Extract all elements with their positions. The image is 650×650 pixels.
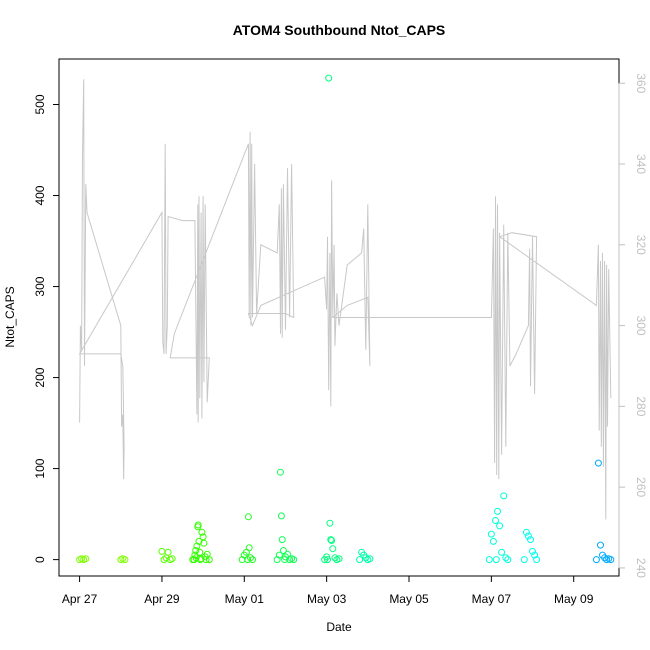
data-point	[195, 537, 203, 545]
data-point	[277, 468, 284, 476]
chart-title: ATOM4 Southbound Ntot_CAPS	[233, 22, 446, 38]
y2-tick-label: 300	[634, 316, 648, 336]
y2-tick-label: 260	[634, 477, 648, 497]
data-point	[192, 547, 200, 554]
data-point	[504, 556, 512, 564]
x-tick-label: Apr 27	[62, 592, 98, 606]
data-point	[362, 554, 370, 562]
data-point	[485, 556, 493, 564]
data-point	[158, 547, 166, 555]
data-point	[281, 556, 289, 564]
data-point	[121, 556, 129, 564]
data-point	[533, 556, 541, 564]
y-tick-label: 500	[33, 94, 47, 114]
data-point	[244, 513, 252, 521]
y-tick-label: 100	[33, 458, 47, 478]
data-point	[366, 555, 374, 563]
x-axis: Apr 27 Apr 29 May 01 May 03 May 05 May 07 May …	[62, 575, 594, 606]
data-point	[522, 528, 530, 536]
scatter-points-layer	[76, 74, 615, 564]
data-point	[327, 536, 335, 544]
x-tick-label: May 01	[225, 592, 265, 606]
x-tick-label: May 05	[389, 592, 429, 606]
data-point	[278, 536, 286, 544]
y-axis-label: Ntot_CAPS	[3, 286, 17, 347]
x-tick-label: May 09	[554, 592, 594, 606]
data-point	[290, 556, 298, 564]
data-point	[524, 532, 532, 540]
data-point	[194, 521, 202, 529]
data-point	[82, 555, 90, 563]
data-point	[498, 548, 506, 556]
data-point	[500, 492, 508, 500]
data-point	[244, 556, 252, 564]
data-point	[592, 556, 600, 564]
data-point	[279, 547, 287, 554]
data-point	[198, 528, 206, 536]
data-point	[326, 519, 334, 527]
data-point	[245, 544, 253, 552]
data-point	[205, 556, 213, 564]
y-tick-label: 200	[33, 367, 47, 387]
data-point	[331, 554, 339, 562]
data-point	[356, 556, 364, 564]
data-point	[531, 551, 539, 559]
data-point	[520, 556, 528, 564]
data-point	[487, 530, 495, 538]
x-tick-label: Apr 29	[144, 592, 180, 606]
data-point	[494, 507, 501, 515]
data-point	[527, 536, 534, 544]
trajectory-line	[78, 79, 612, 520]
data-point	[502, 554, 510, 562]
x-axis-label: Date	[326, 620, 352, 634]
x-tick-label: May 03	[307, 592, 347, 606]
data-point	[594, 459, 602, 467]
data-point	[335, 555, 343, 563]
y2-tick-label: 240	[634, 558, 648, 578]
y-tick-label: 0	[33, 556, 47, 563]
data-point	[200, 539, 208, 547]
data-point	[597, 541, 604, 549]
y2-tick-label: 280	[634, 396, 648, 416]
data-point	[238, 556, 246, 564]
data-point	[492, 556, 500, 564]
x-tick-label: May 07	[472, 592, 512, 606]
data-point	[325, 74, 333, 82]
data-point	[607, 556, 615, 564]
data-point	[277, 512, 285, 520]
data-point	[329, 545, 337, 553]
data-point	[328, 537, 336, 544]
data-point	[324, 556, 331, 564]
y-tick-label: 400	[33, 185, 47, 205]
data-point	[197, 555, 205, 563]
y2-tick-label: 320	[634, 235, 648, 255]
data-point	[196, 548, 204, 556]
y2-tick-label: 340	[634, 154, 648, 174]
data-point	[601, 554, 609, 562]
data-point	[168, 555, 176, 563]
y-axis-right: 240 260 280 300 320 340 360	[618, 73, 648, 578]
y2-tick-label: 360	[634, 73, 648, 93]
data-point	[164, 548, 172, 556]
y-tick-label: 300	[33, 276, 47, 296]
trajectory-line-layer	[78, 79, 612, 520]
data-point	[529, 547, 536, 555]
data-point	[249, 556, 256, 564]
data-point	[492, 517, 499, 524]
data-point	[496, 522, 504, 530]
y-axis-left: 0 100 200 300 400 500	[33, 94, 60, 563]
data-point	[489, 537, 497, 545]
data-point	[273, 556, 281, 564]
data-point	[275, 551, 283, 559]
data-point	[192, 554, 200, 562]
data-point	[202, 556, 210, 564]
